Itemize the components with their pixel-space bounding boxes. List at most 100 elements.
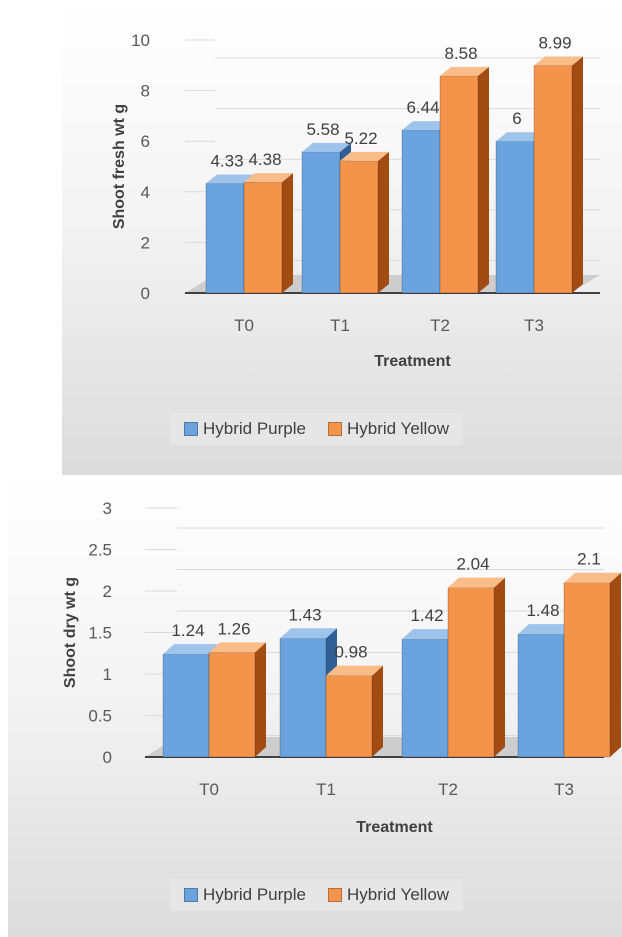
data-label: 6.44 [406,98,439,117]
y-axis-title: Shoot dry wt g [62,577,79,688]
y-tick-label: 8 [141,82,150,101]
bar-side-face [478,66,489,294]
bar-side-face [494,577,505,757]
data-label: 4.38 [248,150,281,169]
bar-top-face [496,132,545,142]
bar-t1-yellow [339,151,389,294]
bar-t3-yellow [533,56,583,294]
y-axis-title: Shoot fresh wt g [111,104,128,229]
bar-front-face [243,181,283,294]
legend-dry-weight: Hybrid Purple Hybrid Yellow [170,879,464,911]
legend-fresh-weight: Hybrid Purple Hybrid Yellow [170,413,464,445]
bar-t0-yellow [243,173,293,294]
bar-top-face [244,173,293,183]
legend-swatch-yellow [328,422,342,436]
bar-front-face [401,638,449,758]
legend-item-yellow: Hybrid Yellow [328,419,449,439]
bar-side-face [378,151,389,293]
bar-front-face [517,633,565,758]
bar-front-face [447,587,495,758]
legend-swatch-yellow [328,888,342,902]
bar-front-face [495,140,535,294]
x-axis-title: Treatment [374,353,451,370]
x-tick-label: T3 [554,780,574,799]
x-axis-title: Treatment [356,819,433,836]
legend-item-yellow: Hybrid Yellow [328,885,449,905]
bar-top-face [206,174,255,184]
data-label: 2.1 [577,550,601,569]
y-tick-label: 2 [141,233,150,252]
bar-front-face [439,75,479,294]
data-label: 5.58 [306,120,339,139]
data-label: 1.26 [217,619,250,638]
x-tick-label: T1 [330,316,350,335]
y-tick-label: 10 [131,31,150,50]
y-tick-label: 2.5 [88,541,112,560]
bar-top-face [402,629,459,640]
bar-t2-yellow [447,577,505,758]
x-tick-label: T2 [438,780,458,799]
bar-front-face [279,637,327,758]
legend-item-purple: Hybrid Purple [184,885,306,905]
y-tick-label: 3 [103,499,112,518]
bar-front-face [162,653,210,758]
bar-front-face [339,160,379,294]
y-tick-label: 0.5 [88,707,112,726]
data-label: 1.43 [288,605,321,624]
data-label: 8.99 [538,34,571,53]
x-tick-label: T0 [234,316,254,335]
bar-top-face [534,56,583,66]
data-label: 2.04 [456,555,489,574]
bar-t1-yellow [325,665,383,758]
bar-top-face [163,644,220,655]
bar-side-face [610,572,621,757]
bar-front-face [533,65,573,294]
bar-side-face [572,56,583,293]
bar-front-face [301,151,341,294]
bar-front-face [325,675,373,758]
bar-top-face [440,66,489,76]
legend-item-purple: Hybrid Purple [184,419,306,439]
bar-t2-yellow [439,66,489,294]
bar-side-face [372,665,383,757]
bar-top-face [340,151,389,161]
y-tick-label: 0 [141,284,150,303]
data-label: 1.48 [526,601,559,620]
bar-top-face [564,572,621,583]
bar-top-face [280,628,337,639]
data-label: 8.58 [444,44,477,63]
legend-label-yellow: Hybrid Yellow [347,885,450,904]
x-tick-label: T0 [199,780,219,799]
data-label: 4.33 [210,151,243,170]
data-label: 1.42 [410,606,443,625]
legend-swatch-purple [184,888,198,902]
data-label: 1.24 [171,621,204,640]
data-label: 6 [512,109,521,128]
y-tick-label: 6 [141,132,150,151]
legend-label-purple: Hybrid Purple [203,885,306,904]
y-tick-label: 0 [103,748,112,767]
bar-top-face [302,142,351,152]
bar-side-face [255,642,266,757]
y-tick-label: 4 [141,183,150,202]
y-tick-label: 1 [103,665,112,684]
bar-front-face [563,582,611,758]
bar-top-face [326,665,383,676]
x-tick-label: T1 [316,780,336,799]
y-tick-label: 2 [103,582,112,601]
bar-front-face [208,652,256,758]
bar-side-face [282,173,293,293]
legend-label-purple: Hybrid Purple [203,419,306,438]
bar-t0-yellow [208,642,266,758]
bar-top-face [448,577,505,588]
shoot-fresh-weight-chart: 0 2 4 6 8 10 4.33 4.38 T0 5.58 5.22 T1 6.44 8.58 T2 6 8.… [111,31,600,370]
bar-top-face [518,624,575,635]
data-label: 0.98 [334,643,367,662]
x-tick-label: T2 [430,316,450,335]
legend-label-yellow: Hybrid Yellow [347,419,450,438]
data-label: 5.22 [344,129,377,148]
legend-swatch-purple [184,422,198,436]
bar-top-face [209,642,266,653]
bar-t3-yellow [563,572,621,758]
